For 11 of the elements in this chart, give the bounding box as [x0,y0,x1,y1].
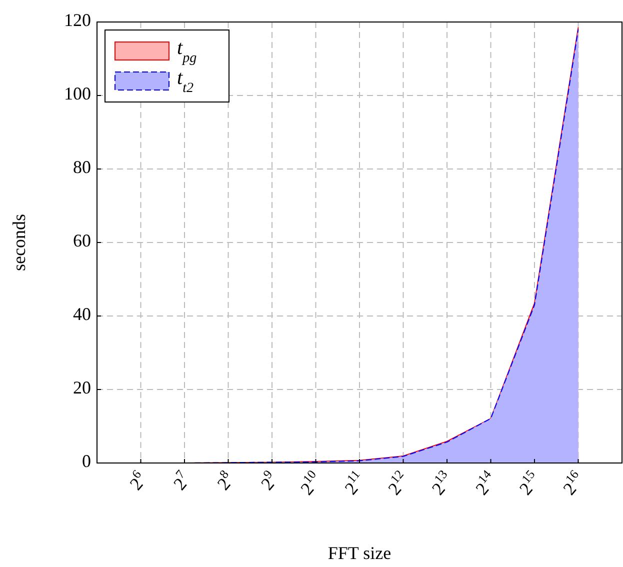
y-tick-label: 40 [73,304,91,324]
y-tick-label: 100 [64,84,91,104]
legend-label: t$_{t2}$ [177,67,194,96]
x-axis-title: FFT size [328,543,392,563]
y-tick-label: 60 [73,230,91,251]
y-tick-label: 80 [73,157,91,178]
y-tick-label: 20 [73,378,91,398]
y-tick-label: 120 [64,10,91,30]
y-tick-label: 0 [82,451,91,472]
legend-label: t$_{pg}$ [177,37,197,66]
y-axis-title: seconds [9,214,29,271]
